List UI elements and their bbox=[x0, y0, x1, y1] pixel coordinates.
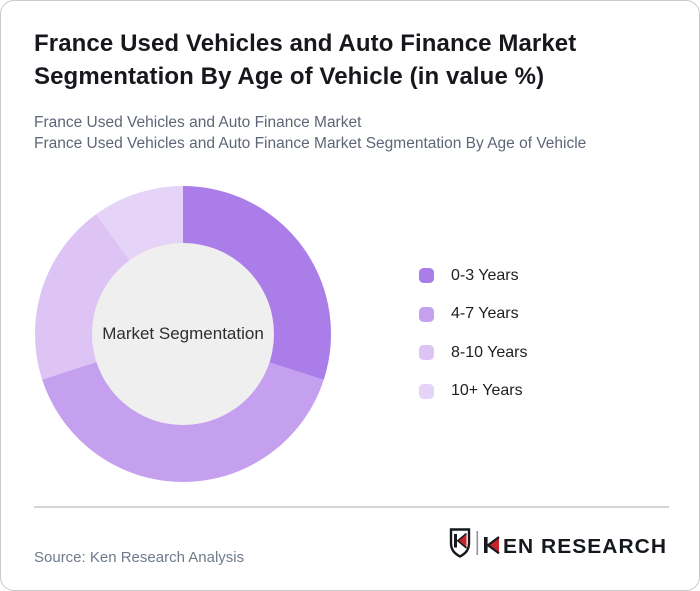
legend-swatch-8-10-years bbox=[419, 345, 434, 360]
donut-hole: Market Segmentation bbox=[92, 243, 274, 425]
legend-swatch-10plus-years bbox=[419, 383, 434, 399]
legend-item: 10+ Years bbox=[419, 382, 528, 400]
logo-separator bbox=[476, 531, 479, 555]
legend-item: 4-7 Years bbox=[419, 305, 528, 323]
logo-wordmark-k bbox=[484, 536, 500, 555]
footer-divider bbox=[34, 506, 669, 508]
legend-label: 8-10 Years bbox=[451, 343, 528, 361]
legend-label: 4-7 Years bbox=[451, 305, 519, 322]
chart-legend: 0-3 Years 4-7 Years 8-10 Years 10+ Years bbox=[419, 267, 528, 421]
legend-label: 0-3 Years bbox=[451, 266, 519, 284]
source-text: Source: Ken Research Analysis bbox=[34, 549, 245, 566]
page-title: France Used Vehicles and Auto Finance Ma… bbox=[34, 30, 577, 90]
logo-wordmark-text: EN RESEARCH bbox=[503, 536, 667, 558]
legend-label: 10+ Years bbox=[451, 382, 523, 399]
chart-subtitles: France Used Vehicles and Auto Finance Ma… bbox=[34, 112, 654, 154]
ken-research-logo: EN RESEARCH bbox=[449, 528, 667, 558]
ken-shield-icon bbox=[449, 528, 471, 558]
subtitle-line-2: France Used Vehicles and Auto Finance Ma… bbox=[34, 135, 587, 152]
donut-center-label: Market Segmentation bbox=[102, 324, 264, 343]
legend-swatch-0-3-years bbox=[419, 268, 434, 283]
legend-swatch-4-7-years bbox=[419, 306, 434, 322]
subtitle-line-1: France Used Vehicles and Auto Finance Ma… bbox=[34, 114, 362, 131]
legend-item: 0-3 Years bbox=[419, 267, 528, 284]
legend-item: 8-10 Years bbox=[419, 344, 528, 361]
donut-chart: Market Segmentation bbox=[35, 186, 331, 482]
